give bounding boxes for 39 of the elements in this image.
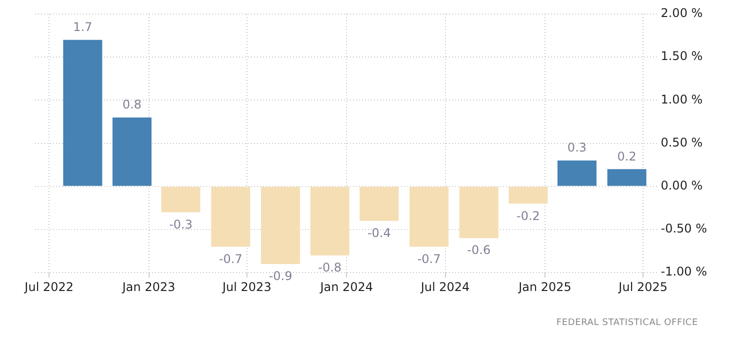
- data-label: -0.6: [467, 243, 491, 258]
- y-tick-label: 1.00 %: [660, 92, 703, 106]
- data-label: -0.2: [516, 208, 540, 223]
- bar: [607, 169, 646, 186]
- bar: [459, 186, 498, 238]
- data-label: -0.3: [169, 217, 193, 232]
- data-label: -0.4: [367, 226, 391, 240]
- y-tick-label: 0.50 %: [660, 135, 703, 150]
- bar: [112, 117, 152, 186]
- data-label: -0.7: [218, 252, 242, 266]
- bar: [410, 186, 449, 247]
- data-label: 0.3: [567, 140, 587, 155]
- x-tick-label: Jul 2023: [221, 280, 272, 294]
- data-label: -0.9: [268, 269, 292, 284]
- data-label: -0.8: [318, 260, 342, 274]
- bar: [161, 186, 200, 212]
- data-label: 1.7: [73, 20, 92, 34]
- x-tick-label: Jan 2025: [518, 280, 572, 294]
- bar: [211, 186, 250, 247]
- y-tick-label: -1.00 %: [660, 264, 707, 279]
- x-tick-label: Jul 2022: [24, 280, 74, 294]
- bar: [63, 40, 102, 186]
- x-tick-label: Jan 2024: [319, 280, 374, 294]
- bar: [557, 160, 596, 186]
- data-label: -0.7: [417, 252, 441, 266]
- text: FEDERAL STATISTICAL OFFICE: [556, 318, 698, 328]
- y-tick-label: -0.50 %: [660, 222, 707, 236]
- y-tick-label: 0.00 %: [660, 178, 703, 193]
- bar: [310, 186, 350, 256]
- y-tick-label: 2.00 %: [660, 6, 703, 20]
- x-tick-label: Jul 2025: [618, 280, 668, 294]
- data-label: 0.2: [617, 149, 636, 164]
- y-tick-label: 1.50 %: [660, 49, 703, 64]
- bar: [261, 186, 300, 264]
- bar: [508, 186, 548, 204]
- x-tick-label: Jan 2023: [121, 280, 176, 294]
- x-tick-label: Jul 2024: [420, 280, 470, 294]
- data-label: 0.8: [122, 98, 142, 112]
- bar: [360, 186, 399, 221]
